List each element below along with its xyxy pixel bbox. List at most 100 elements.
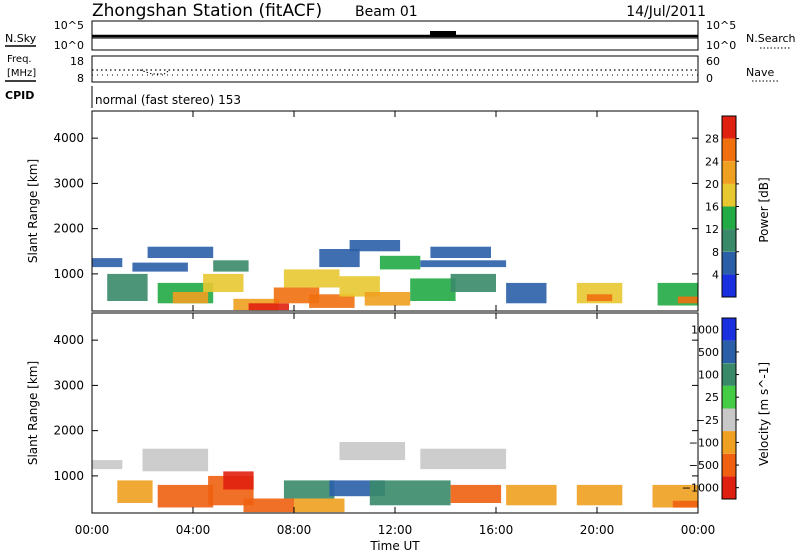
power-cell (506, 282, 547, 304)
power-cell (349, 240, 401, 252)
velocity-colorbar-segment (722, 476, 736, 499)
velocity-cell (117, 480, 153, 503)
velocity-x-axis: 00:00 04:00 08:00 12:00 16:00 20:00 00:00 (75, 313, 716, 537)
velocity-cell (243, 498, 294, 513)
power-colorbar-tick-label: 4 (712, 268, 719, 281)
power-cell (132, 262, 188, 272)
power-cell (283, 269, 340, 288)
power-plot-frame (91, 110, 699, 312)
velocity-cell (283, 480, 335, 499)
power-cell (677, 296, 698, 304)
velocity-cell (450, 484, 502, 503)
freq-left-unit: [MHz] (7, 68, 36, 79)
velocity-colorbar-tick-label: −500 (689, 459, 719, 472)
power-colorbar-segment (722, 206, 736, 230)
velocity-colorbar-tick-label: −100 (689, 436, 719, 449)
freq-left-label: Freq. (7, 54, 32, 65)
power-colorbar-segment (722, 274, 736, 297)
velocity-x-tick-label: 16:00 (479, 523, 514, 537)
velocity-colorbar-tick-label: −1000 (682, 482, 719, 495)
power-cell (147, 246, 214, 258)
cpid-label: CPID (5, 89, 34, 102)
station-title: Zhongshan Station (fitACF) (92, 1, 322, 21)
power-cell (364, 292, 411, 306)
velocity-y-tick-label: 3000 (53, 378, 84, 392)
power-y-tick-label: 1000 (53, 267, 84, 281)
cpid-text: normal (fast stereo) 153 (95, 93, 241, 107)
velocity-colorbar-label: Velocity [m s^-1] (757, 362, 771, 466)
power-y-axis-label: Slant Range [km] (26, 159, 40, 263)
beam-label: Beam 01 (355, 4, 418, 20)
velocity-x-tick-label: 00:00 (681, 523, 716, 537)
power-cell (273, 287, 320, 304)
velocity-cell (142, 448, 209, 472)
velocity-colorbar: 1000 500 100 25 −25 −100 −500 −1000 (682, 317, 739, 500)
velocity-colorbar-tick-label: 1000 (691, 323, 719, 336)
power-colorbar-segment (722, 116, 736, 139)
noise-left-tick-top: 10^5 (54, 19, 84, 32)
power-colorbar-segment (722, 138, 736, 162)
velocity-x-tick-label: 12:00 (378, 523, 413, 537)
power-y-tick-label: 2000 (53, 222, 84, 236)
power-colorbar-segment (722, 229, 736, 252)
velocity-cell (576, 484, 623, 506)
freq-right-tick-bottom: 0 (706, 72, 713, 85)
power-cell (319, 249, 360, 268)
velocity-x-tick-label: 08:00 (277, 523, 312, 537)
freq-dip (139, 69, 171, 75)
noise-right-tick-bottom: 10^0 (706, 39, 736, 52)
power-y-axis: 1000 2000 3000 4000 (53, 131, 698, 281)
velocity-colorbar-tick-label: 500 (698, 346, 719, 359)
noise-right-label: N.Search (746, 32, 796, 45)
power-colorbar-tick-label: 8 (712, 246, 719, 259)
velocity-panel: 1000 2000 3000 4000 00:00 04:00 08:00 12:00 16:… (26, 312, 771, 553)
velocity-y-tick-label: 2000 (53, 424, 84, 438)
velocity-colorbar-segment (722, 318, 736, 341)
power-colorbar-label: Power [dB] (757, 177, 771, 242)
velocity-colorbar-segment (722, 453, 736, 477)
power-cell (339, 276, 380, 297)
power-y-tick-label: 4000 (53, 131, 84, 145)
power-colorbar-tick-label: 24 (705, 155, 719, 168)
velocity-colorbar-segment (722, 385, 736, 409)
power-cell (309, 294, 355, 308)
power-y-tick-label: 3000 (53, 176, 84, 190)
noise-panel: N.Sky 10^5 10^0 10^5 10^0 N.Search (5, 19, 796, 52)
power-cell (172, 292, 209, 304)
velocity-cell (672, 500, 699, 508)
power-cell (586, 294, 613, 302)
velocity-y-axis-label: Slant Range [km] (26, 361, 40, 465)
power-cell (248, 303, 289, 311)
velocity-colorbar-tick-label: 100 (698, 369, 719, 382)
velocity-cell (294, 498, 345, 513)
velocity-x-tick-label: 00:00 (75, 523, 110, 537)
velocity-y-tick-label: 1000 (53, 469, 84, 483)
power-cell (379, 255, 421, 270)
power-cell (107, 273, 148, 301)
power-cell (430, 246, 491, 258)
power-colorbar: 4 8 12 16 20 24 28 (705, 115, 739, 298)
power-colorbar-tick-label: 28 (705, 133, 719, 146)
power-colorbar-tick-label: 12 (705, 223, 719, 236)
velocity-x-tick-label: 20:00 (580, 523, 615, 537)
noise-right-tick-top: 10^5 (706, 19, 736, 32)
velocity-cell (339, 442, 406, 461)
power-colorbar-tick-label: 20 (705, 178, 719, 191)
freq-panel-frame (91, 55, 699, 83)
velocity-y-axis: 1000 2000 3000 4000 (53, 333, 698, 483)
velocity-cells (92, 442, 699, 513)
noise-spike (430, 31, 456, 35)
velocity-x-axis-label: Time UT (369, 539, 420, 553)
velocity-cell (157, 484, 214, 508)
power-panel: 1000 2000 3000 4000 Slant Range [km] 4 8 12 16… (26, 110, 771, 312)
cpid-panel: CPID normal (fast stereo) 153 (5, 86, 241, 108)
velocity-x-tick-label: 04:00 (176, 523, 211, 537)
velocity-colorbar-segment (722, 431, 736, 454)
power-cell (92, 258, 123, 268)
noise-left-tick-bottom: 10^0 (54, 39, 84, 52)
freq-right-label: Nave (746, 66, 774, 79)
freq-panel: Freq. [MHz] 18 8 60 0 Nave (5, 54, 780, 85)
power-cell (203, 273, 244, 292)
velocity-colorbar-tick-label: 25 (705, 391, 719, 404)
velocity-colorbar-frame (721, 317, 737, 500)
